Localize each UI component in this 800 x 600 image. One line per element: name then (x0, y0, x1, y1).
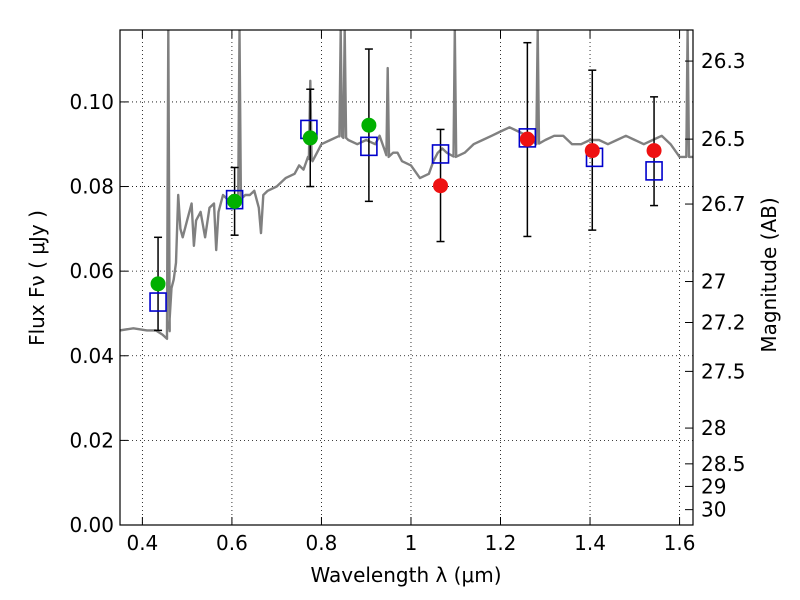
y-tick-label: 0.04 (69, 344, 114, 368)
x-tick-label: 0.6 (216, 531, 248, 555)
measured-point-red (433, 178, 449, 194)
magnitude-tick-label: 27 (701, 270, 726, 294)
model-photometry-square (518, 128, 537, 148)
model-photometry-square (360, 136, 378, 157)
magnitude-tick-label: 29 (701, 474, 726, 498)
measured-point-green (227, 193, 243, 209)
model-photometry-square (431, 144, 450, 164)
model-spectrum-line (120, 30, 693, 340)
y-tick-label: 0.10 (69, 90, 114, 114)
magnitude-tick-label: 26.7 (701, 192, 746, 216)
magnitude-axis-title: Magnitude (AB) (757, 197, 781, 352)
y-axis-title: Flux Fν ( μJy ) (25, 210, 49, 346)
measured-point-red (519, 131, 535, 147)
model-spectrum-layer (120, 30, 693, 340)
measured-point-red (584, 143, 600, 159)
magnitude-tick-label: 27.2 (701, 310, 746, 334)
measured-photometry-points (150, 117, 662, 292)
magnitude-tick-label: 28 (701, 416, 726, 440)
magnitude-tick-label: 26.3 (701, 49, 746, 73)
model-photometry-square (149, 292, 167, 312)
model-photometry-square (645, 161, 663, 181)
x-tick-label: 1.4 (574, 531, 606, 555)
x-axis-ticks: 0.4 0.6 0.8 1 1.2 1.4 1.6 (126, 30, 695, 555)
magnitude-tick-label: 28.5 (701, 452, 746, 476)
y-tick-label: 0.02 (69, 428, 114, 452)
magnitude-tick-label: 30 (701, 498, 726, 522)
x-tick-label: 0.8 (306, 531, 338, 555)
magnitude-tick-label: 27.5 (701, 359, 746, 383)
plot-frame (119, 29, 694, 526)
grid-lines (120, 30, 693, 525)
y-tick-label: 0.08 (69, 175, 114, 199)
x-tick-label: 1.2 (485, 531, 517, 555)
x-tick-label: 1.6 (664, 531, 696, 555)
measured-point-green (150, 276, 166, 292)
y-tick-label: 0.00 (69, 513, 114, 537)
measured-point-green (302, 130, 318, 146)
measured-point-red (646, 143, 662, 159)
measured-point-green (361, 117, 377, 133)
y-axis-ticks: 0.00 0.02 0.04 0.06 0.08 0.10 (69, 90, 128, 537)
x-axis-title: Wavelength λ (μm) (310, 563, 501, 587)
x-tick-label: 0.4 (126, 531, 158, 555)
x-tick-label: 1 (405, 531, 418, 555)
y-tick-label: 0.06 (69, 259, 114, 283)
magnitude-tick-label: 26.5 (701, 127, 746, 151)
